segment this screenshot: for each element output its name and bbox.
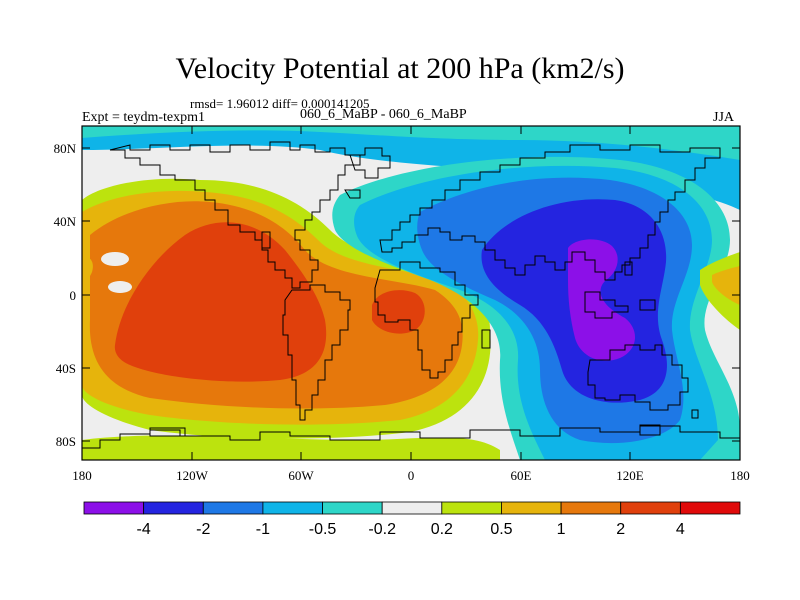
lon-label-120w: 120W [176, 468, 209, 483]
contour-west-edge [82, 257, 93, 282]
lat-label-80s: 80S [56, 434, 76, 449]
colorbar-swatch [381, 501, 443, 515]
colorbar-swatch [620, 501, 681, 515]
lat-label-40n: 40N [54, 214, 77, 229]
lon-label-120e: 120E [616, 468, 644, 483]
contour-positive-2-atlantic [372, 290, 425, 334]
colorbar-swatch [441, 501, 502, 515]
lat-label-40s: 40S [56, 361, 76, 376]
lat-ticks [82, 147, 740, 442]
colorbar-label: 2 [616, 521, 625, 538]
lon-label-0: 0 [408, 468, 415, 483]
colorbar-label: -4 [137, 521, 151, 538]
lat-label-0: 0 [70, 288, 77, 303]
contour-top-strip [82, 126, 740, 160]
colorbar-label: -1 [256, 521, 270, 538]
lat-label-80n: 80N [54, 141, 77, 156]
lon-label-60w: 60W [288, 468, 314, 483]
colorbar-swatch [262, 501, 323, 515]
colorbar-label: -0.2 [368, 521, 396, 538]
colorbar: -4 -2 -1 -0.5 -0.2 0.2 0.5 1 2 4 [83, 501, 741, 538]
colorbar-label: -0.5 [309, 521, 337, 538]
colorbar-label: 4 [676, 521, 685, 538]
experiment-label: Expt = teydm-texpm1 [82, 110, 205, 125]
colorbar-swatch [143, 501, 204, 515]
colorbar-swatch [322, 501, 383, 515]
colorbar-label: 0.2 [431, 521, 453, 538]
contour-field [82, 126, 740, 460]
plot-title: Velocity Potential at 200 hPa (km2/s) [175, 52, 625, 85]
colorbar-label: -2 [196, 521, 210, 538]
colorbar-swatch [679, 501, 741, 515]
contour-positive-band-north [82, 126, 740, 210]
colorbar-label: 0.5 [490, 521, 512, 538]
lon-label-180-east: 180 [730, 468, 750, 483]
lon-label-180-west: 180 [72, 468, 92, 483]
contour-island [101, 252, 129, 266]
lon-label-60e: 60E [511, 468, 532, 483]
colorbar-swatch [501, 501, 562, 515]
stats-label: rmsd= 1.96012 diff= 0.000141205 [190, 96, 370, 111]
coastlines [82, 141, 740, 449]
lon-ticks [191, 126, 631, 460]
contour-south-band [82, 435, 500, 460]
colorbar-swatch [560, 501, 622, 515]
colorbar-swatch [202, 501, 264, 515]
comparison-label: 060_6_MaBP - 060_6_MaBP [300, 107, 467, 122]
colorbar-label: 1 [557, 521, 566, 538]
season-label: JJA [713, 110, 735, 125]
contour-island [108, 281, 132, 293]
colorbar-swatch [83, 501, 145, 515]
